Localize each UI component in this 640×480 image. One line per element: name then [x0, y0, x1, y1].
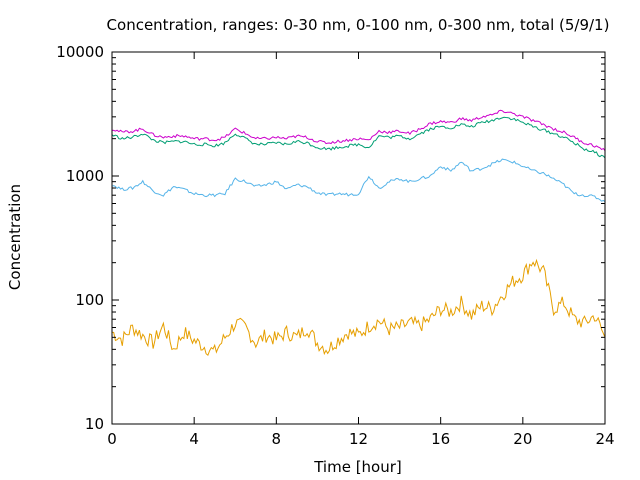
series-line: [111, 158, 606, 203]
y-tick-label: 10000: [56, 43, 104, 61]
tick-layer: 0 4 8 12 16 20 24 10 100 1000 10000: [56, 43, 614, 448]
x-tick-label: 12: [349, 430, 368, 448]
chart-title: Concentration, ranges: 0-30 nm, 0-100 nm…: [107, 16, 610, 34]
y-axis-label: Concentration: [6, 184, 24, 290]
y-tick-label: 10: [85, 415, 104, 433]
y-tick-label: 1000: [66, 167, 104, 185]
series-line: [111, 258, 606, 357]
x-tick-label: 16: [431, 430, 450, 448]
series-layer: [111, 109, 606, 357]
plot-frame: [111, 51, 606, 425]
series-line: [111, 116, 606, 159]
x-tick-label: 0: [107, 430, 117, 448]
x-tick-label: 20: [513, 430, 532, 448]
x-tick-label: 4: [189, 430, 199, 448]
x-tick-label: 8: [272, 430, 282, 448]
x-axis-label: Time [hour]: [313, 458, 402, 476]
y-tick-label: 100: [75, 291, 104, 309]
series-line: [111, 109, 606, 152]
x-tick-label: 24: [595, 430, 614, 448]
